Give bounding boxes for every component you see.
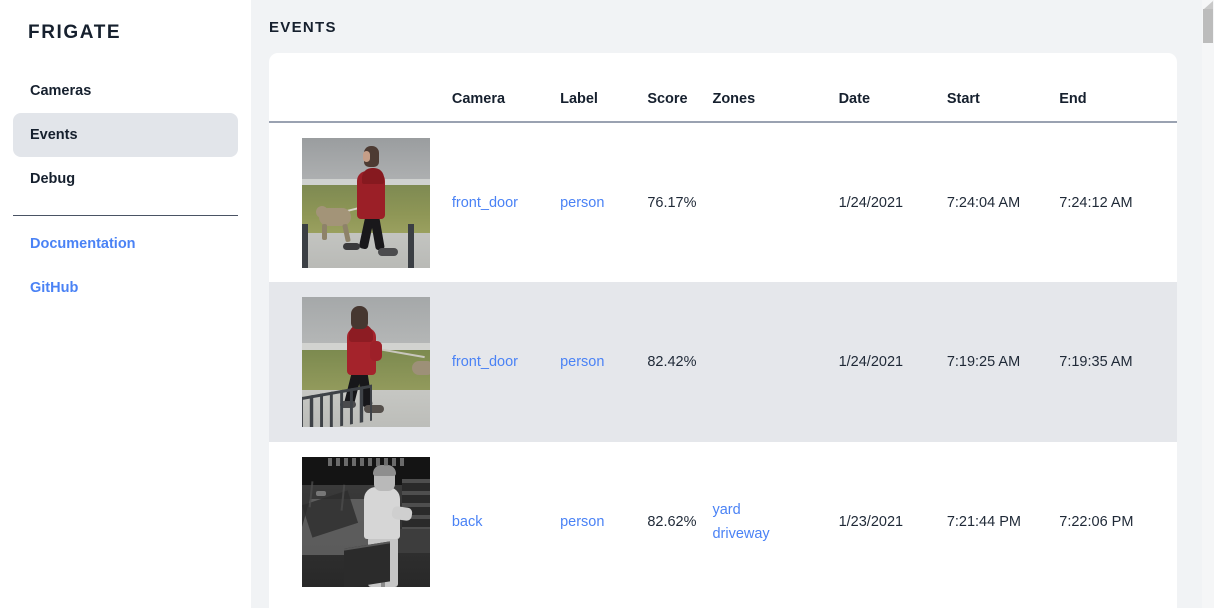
table-row[interactable]: front_door person 76.17% 1/24/2021 7:24:…	[269, 122, 1177, 282]
event-zone-link-driveway[interactable]: driveway	[712, 526, 770, 542]
event-start-cell: 7:21:44 PM	[946, 514, 1021, 530]
event-date-cell: 1/24/2021	[838, 282, 947, 442]
event-end-cell: 7:24:12 AM	[1059, 194, 1133, 211]
event-score-cell: 82.62%	[647, 514, 697, 530]
event-start-cell: 7:19:25 AM	[946, 282, 1060, 442]
column-header-zones[interactable]: Zones	[712, 53, 839, 123]
sidebar-item-cameras[interactable]: Cameras	[30, 83, 92, 99]
event-snapshot-image[interactable]	[302, 297, 430, 427]
event-score-cell: 76.17%	[647, 194, 697, 211]
events-table-head: Camera Label Score Zones Date Start End	[269, 53, 1177, 123]
sidebar-item-debug[interactable]: Debug	[30, 171, 76, 187]
events-table-header-row: Camera Label Score Zones Date Start End	[269, 53, 1177, 123]
sidebar: FRIGATE Cameras Events Debug Documentati…	[0, 0, 251, 608]
main-content: EVENTS Camera Label Score Zones Date Sta…	[251, 0, 1214, 608]
sidebar-external-links: Documentation GitHub	[0, 222, 251, 310]
sidebar-divider	[13, 215, 238, 216]
event-zones-cell	[712, 282, 839, 442]
thumbnail-wrapper	[269, 457, 452, 587]
event-zones-cell	[712, 122, 838, 282]
event-thumbnail-cell[interactable]	[269, 122, 452, 282]
sidebar-link-documentation[interactable]: Documentation	[30, 236, 136, 252]
event-camera-cell: back	[452, 442, 560, 602]
event-snapshot-image[interactable]	[302, 457, 430, 587]
event-date-cell: 1/23/2021	[838, 514, 904, 530]
event-label-cell: person	[560, 122, 647, 282]
event-thumbnail-cell[interactable]	[269, 442, 452, 602]
events-table: Camera Label Score Zones Date Start End	[269, 53, 1177, 602]
column-header-label[interactable]: Label	[560, 53, 648, 123]
sidebar-link-github[interactable]: GitHub	[30, 280, 79, 296]
column-header-camera[interactable]: Camera	[451, 53, 561, 123]
column-header-end[interactable]: End	[1059, 53, 1177, 123]
event-label-link[interactable]: person	[560, 514, 605, 530]
event-label-cell: person	[560, 442, 647, 602]
column-header-thumbnail	[269, 53, 452, 123]
table-row[interactable]: back person 82.62% yard driveway 1/23/20…	[269, 442, 1177, 602]
event-camera-link[interactable]: front_door	[451, 354, 518, 370]
event-score-cell: 82.42%	[647, 282, 713, 442]
event-zone-link-yard[interactable]: yard	[712, 502, 741, 518]
column-header-start[interactable]: Start	[946, 53, 1060, 123]
page-title: EVENTS	[269, 19, 337, 36]
vertical-scrollbar-thumb[interactable]	[1203, 9, 1213, 43]
event-label-link[interactable]: person	[560, 194, 605, 211]
event-end-cell: 7:19:35 AM	[1059, 282, 1177, 442]
events-table-body: front_door person 76.17% 1/24/2021 7:24:…	[269, 122, 1177, 602]
table-row[interactable]: front_door person 82.42% 1/24/2021 7:19:…	[269, 282, 1177, 442]
vertical-scrollbar-track[interactable]	[1202, 0, 1214, 608]
column-header-score[interactable]: Score	[647, 53, 713, 123]
scrollbar-up-arrow-icon[interactable]	[1204, 1, 1213, 9]
thumbnail-wrapper	[269, 137, 452, 268]
event-camera-cell: front_door	[451, 282, 561, 442]
event-thumbnail-cell[interactable]	[269, 282, 452, 442]
event-date-cell: 1/24/2021	[838, 194, 904, 211]
event-label-cell: person	[560, 282, 648, 442]
event-end-cell: 7:22:06 PM	[1059, 514, 1134, 530]
column-header-date[interactable]: Date	[838, 53, 947, 123]
event-label-link[interactable]: person	[560, 354, 605, 370]
event-start-cell: 7:24:04 AM	[946, 194, 1021, 211]
event-camera-link[interactable]: front_door	[451, 194, 518, 211]
events-card: Camera Label Score Zones Date Start End	[269, 53, 1177, 608]
sidebar-nav: Cameras Events Debug	[0, 69, 251, 201]
event-camera-cell: front_door	[452, 122, 560, 282]
sidebar-item-events[interactable]: Events	[13, 113, 238, 157]
event-snapshot-image[interactable]	[302, 137, 430, 268]
thumbnail-wrapper	[269, 297, 452, 427]
event-zones-cell: yard driveway	[712, 442, 838, 602]
app-brand-title: FRIGATE	[28, 22, 122, 43]
event-camera-link[interactable]: back	[451, 514, 483, 530]
